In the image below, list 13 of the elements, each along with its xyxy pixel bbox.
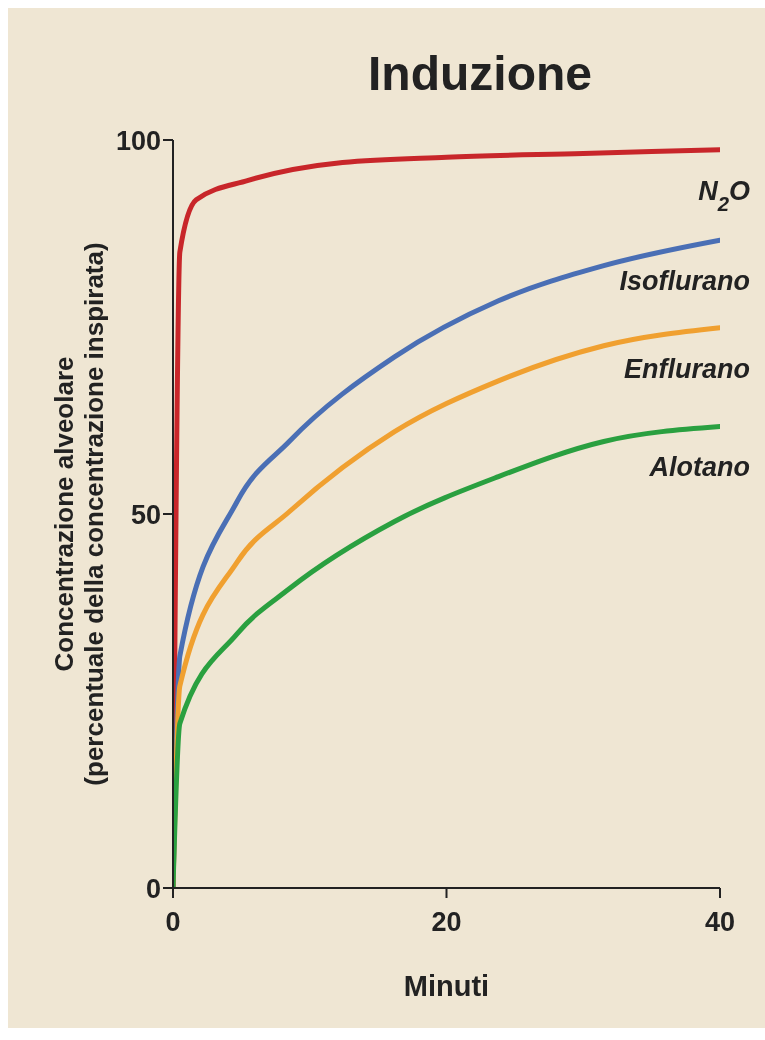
x-axis-title: Minuti	[403, 970, 490, 1002]
x-tick-label: 0	[165, 907, 181, 938]
x-tick-label: 20	[431, 907, 462, 938]
chart-title: Induzione	[368, 46, 592, 101]
series-label: Enflurano	[624, 353, 750, 384]
series-label: Isoflurano	[619, 266, 750, 297]
y-tick-label: 50	[130, 499, 161, 530]
x-tick-label: 40	[704, 907, 736, 938]
series-label: Alotano	[648, 452, 750, 483]
y-tick-label: 100	[115, 125, 161, 156]
y-tick-label: 0	[145, 873, 161, 904]
series-label: N$_{2}$O	[698, 175, 750, 215]
y-axis-title: Concentrazione alveolare (percentuale della concentrazione inspirata)	[49, 242, 109, 786]
